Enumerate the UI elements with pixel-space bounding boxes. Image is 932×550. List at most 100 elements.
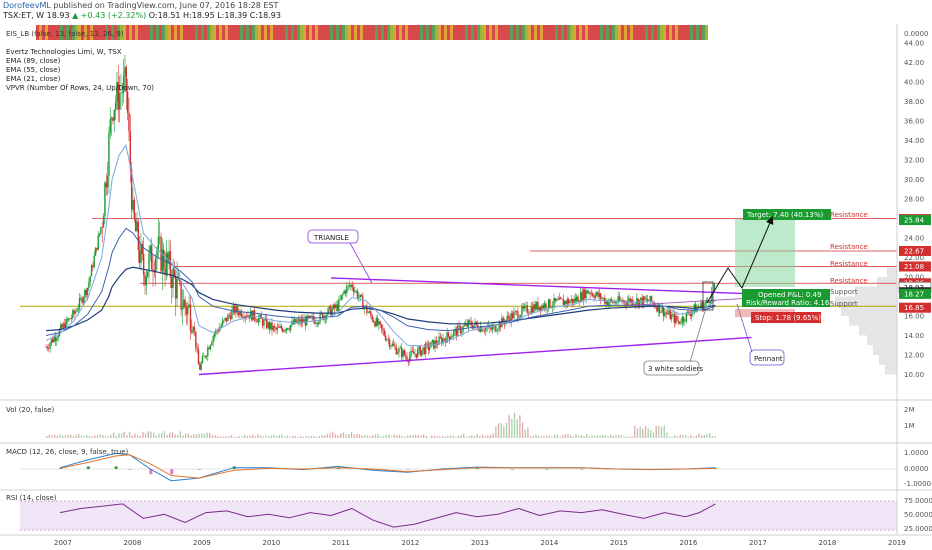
volume-bar bbox=[217, 436, 219, 438]
vpvr-row bbox=[877, 277, 897, 287]
volume-bar bbox=[393, 434, 395, 438]
candle-body bbox=[237, 312, 240, 316]
macd-histogram-bar bbox=[337, 467, 340, 469]
candle-body bbox=[93, 255, 95, 268]
eis-segment bbox=[492, 25, 495, 40]
volume-bar bbox=[254, 436, 256, 438]
eis-segment bbox=[204, 25, 207, 40]
volume-bar bbox=[145, 433, 147, 438]
candle-body bbox=[693, 304, 696, 311]
eis-segment bbox=[672, 25, 675, 40]
volume-bar bbox=[431, 435, 433, 438]
volume-bar bbox=[476, 434, 478, 438]
eis-segment bbox=[168, 25, 171, 40]
triangle-callout-box bbox=[307, 229, 359, 244]
vpvr-row bbox=[887, 267, 897, 277]
eis-segment bbox=[606, 25, 609, 40]
candle-body bbox=[98, 233, 101, 236]
eis-segment bbox=[225, 25, 228, 40]
eis-segment bbox=[213, 25, 216, 40]
candle-body bbox=[559, 297, 562, 299]
eis-segment bbox=[432, 25, 435, 40]
volume-bar bbox=[171, 432, 174, 438]
soldiers-callout-label: 3 white soldiers bbox=[648, 365, 704, 373]
eis-segment bbox=[99, 25, 102, 40]
price-badge-label: 16.85 bbox=[904, 304, 924, 312]
price-badge bbox=[899, 288, 931, 299]
eis-segment bbox=[138, 25, 141, 40]
candle-body bbox=[625, 303, 627, 305]
author-link[interactable]: DorofeevML bbox=[3, 1, 51, 10]
last-price: 18.93 bbox=[46, 11, 70, 20]
volume-bar bbox=[214, 435, 216, 438]
candle-body bbox=[403, 350, 405, 356]
time-axis[interactable]: 2007 2008 2009 2010 2011 2012 2013 2014 2015 2016… bbox=[54, 539, 906, 547]
pennant-callout-label: Pennant bbox=[754, 355, 783, 363]
volume-bar bbox=[361, 435, 363, 438]
eis-segment bbox=[171, 25, 174, 40]
candle-body bbox=[84, 289, 86, 299]
candle-body bbox=[406, 356, 408, 361]
volume-bar bbox=[324, 435, 326, 438]
candle-body bbox=[522, 306, 524, 309]
volume-bar bbox=[706, 434, 708, 438]
candle-body bbox=[549, 299, 551, 308]
eis-segment bbox=[441, 25, 444, 40]
candle-body bbox=[114, 102, 117, 110]
triangle-lower-trendline bbox=[198, 336, 752, 376]
volume-bar bbox=[623, 436, 625, 438]
candle-body bbox=[616, 302, 618, 304]
candle-body bbox=[256, 321, 258, 323]
candle-body bbox=[179, 278, 181, 282]
candle-body bbox=[73, 310, 75, 314]
volume-bar bbox=[219, 436, 222, 438]
eis-segment bbox=[435, 25, 438, 40]
candle-body bbox=[138, 250, 141, 264]
candle-body bbox=[109, 119, 111, 134]
volume-bar bbox=[166, 434, 168, 438]
candle-body bbox=[535, 302, 538, 310]
candle-body bbox=[366, 305, 368, 313]
candle-body bbox=[491, 326, 494, 330]
candle-body bbox=[538, 307, 540, 310]
price-axis[interactable]: 44.00 42.00 40.00 38.00 36.00 34.00 32.00 30.00… bbox=[898, 40, 932, 380]
candle-body bbox=[420, 350, 423, 356]
eis-segment bbox=[273, 25, 276, 40]
eis-segment bbox=[612, 25, 615, 40]
ema-21-line bbox=[45, 144, 716, 347]
candle-body bbox=[228, 314, 230, 316]
candle-body bbox=[656, 307, 658, 312]
volume-bar bbox=[543, 435, 545, 438]
eis-segment bbox=[495, 25, 498, 40]
target-text: Target: 7.40 (40.13%) bbox=[746, 211, 823, 219]
vpvr-row bbox=[859, 325, 897, 336]
volume-bar bbox=[147, 431, 149, 438]
candle-body bbox=[263, 319, 265, 326]
volume-bar bbox=[353, 434, 355, 438]
volume-bar bbox=[193, 434, 195, 438]
candle-body bbox=[52, 339, 54, 343]
volume-bar bbox=[580, 435, 583, 438]
candle-body bbox=[240, 310, 242, 317]
candle-body bbox=[682, 316, 685, 322]
macd-histogram-bar bbox=[170, 469, 174, 475]
candle-body bbox=[277, 327, 280, 328]
eis-segment bbox=[411, 25, 414, 40]
eis-segment bbox=[528, 25, 531, 40]
candle-body bbox=[633, 304, 635, 305]
candle-body bbox=[415, 353, 418, 358]
eis-segment bbox=[192, 25, 195, 40]
rsi-tick-75: 75.0000 bbox=[904, 497, 932, 505]
eis-segment bbox=[450, 25, 453, 40]
volume-bar bbox=[500, 422, 502, 438]
volume-bar bbox=[642, 428, 644, 438]
volume-bar bbox=[674, 435, 676, 438]
volume-bar bbox=[195, 434, 198, 438]
year-label: 2010 bbox=[263, 539, 281, 547]
candle-body bbox=[513, 312, 515, 319]
candle-body bbox=[605, 300, 607, 304]
volume-bar bbox=[142, 431, 144, 438]
eis-segment bbox=[222, 25, 225, 40]
macd-label: MACD (12, 26, close, 9, false, true) bbox=[6, 448, 129, 456]
